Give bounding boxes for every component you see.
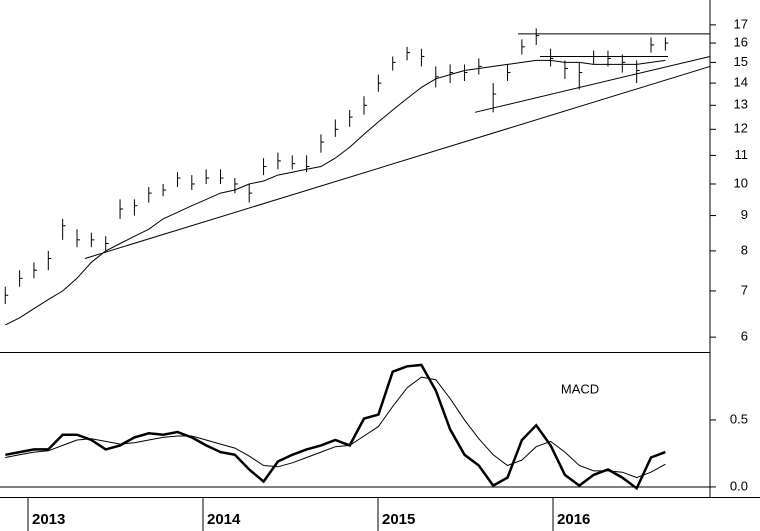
y-tick-label: 0.0	[730, 478, 748, 493]
y-tick-label: 13	[734, 97, 748, 112]
y-tick-label: 0.5	[730, 411, 748, 426]
x-tick-label: 2016	[557, 511, 590, 528]
y-tick-label: 6	[741, 329, 748, 344]
signal-line	[5, 376, 666, 479]
macd-label: MACD	[561, 381, 599, 396]
moving-average	[5, 59, 666, 326]
y-tick-label: 10	[734, 175, 748, 190]
y-tick-label: 14	[734, 75, 748, 90]
y-tick-label: 17	[734, 16, 748, 31]
y-tick-label: 11	[735, 147, 749, 162]
trendline	[474, 55, 711, 113]
y-tick-label: 9	[741, 207, 748, 222]
macd-line	[5, 363, 666, 491]
x-tick-label: 2013	[32, 511, 65, 528]
x-tick-label: 2014	[207, 511, 241, 528]
trendline	[84, 65, 711, 259]
y-tick-label: 16	[734, 34, 748, 49]
y-tick-label: 8	[741, 242, 748, 257]
y-tick-label: 12	[734, 121, 748, 136]
y-tick-label: 15	[734, 54, 748, 69]
y-tick-label: 7	[741, 282, 748, 297]
x-tick-label: 2015	[382, 511, 415, 528]
